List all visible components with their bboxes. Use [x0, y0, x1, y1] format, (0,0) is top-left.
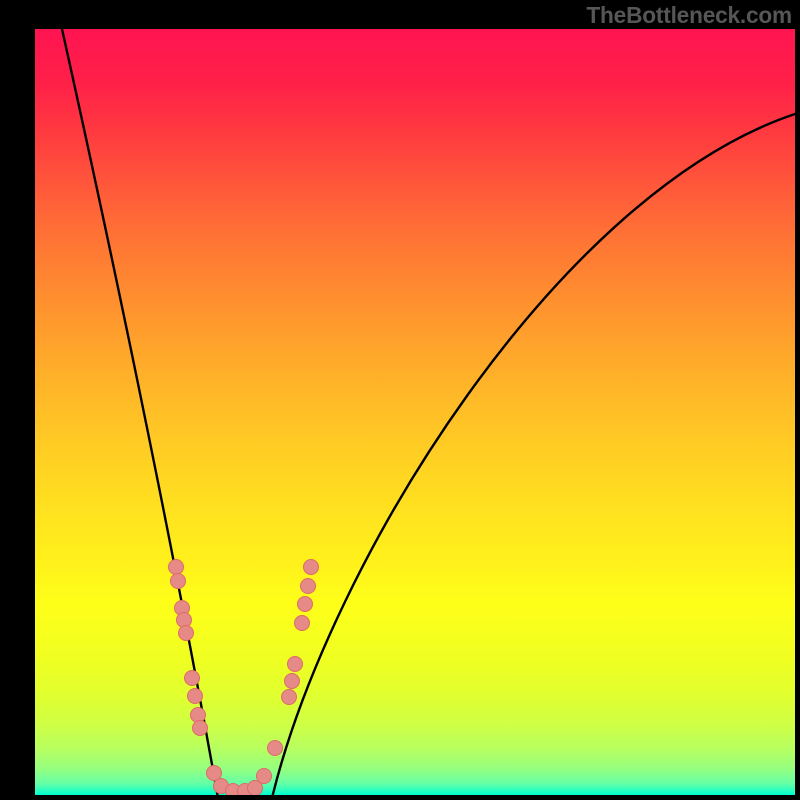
data-marker [193, 721, 208, 736]
data-marker [304, 560, 319, 575]
watermark-text: TheBottleneck.com [586, 2, 792, 29]
data-marker [268, 741, 283, 756]
data-marker [179, 626, 194, 641]
data-marker [285, 674, 300, 689]
data-marker [188, 689, 203, 704]
data-marker [177, 613, 192, 628]
data-marker [191, 708, 206, 723]
data-marker [301, 579, 316, 594]
chart-plot-background [35, 29, 795, 795]
data-marker [295, 616, 310, 631]
data-marker [185, 671, 200, 686]
data-marker [169, 560, 184, 575]
data-marker [288, 657, 303, 672]
data-marker [282, 690, 297, 705]
bottleneck-chart [0, 0, 800, 800]
data-marker [171, 574, 186, 589]
data-marker [257, 769, 272, 784]
data-marker [298, 597, 313, 612]
